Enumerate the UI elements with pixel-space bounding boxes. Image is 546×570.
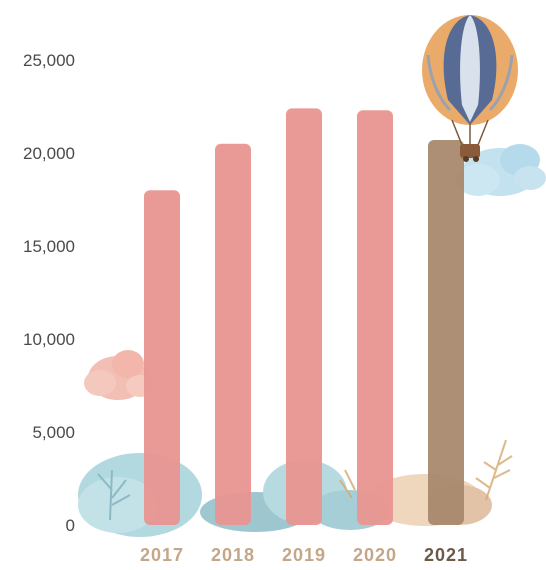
y-tick-label: 25,000: [23, 51, 75, 70]
bar-2017: [144, 190, 180, 525]
bar-2020: [357, 110, 393, 525]
y-axis: 0 5,000 10,000 15,000 20,000 25,000: [23, 51, 75, 535]
y-tick-label: 0: [66, 516, 75, 535]
y-tick-label: 5,000: [32, 423, 75, 442]
y-tick-label: 10,000: [23, 330, 75, 349]
x-tick-label: 2021: [424, 545, 468, 565]
cloud-icon: [456, 144, 546, 196]
cloud-icon: [84, 350, 154, 400]
bar-2021: [428, 139, 464, 526]
x-tick-label: 2020: [353, 545, 397, 565]
x-tick-label: 2017: [140, 545, 184, 565]
x-tick-label: 2019: [282, 545, 326, 565]
x-axis: 2017 2018 2019 2020 2021: [140, 545, 468, 565]
y-tick-label: 15,000: [23, 237, 75, 256]
bars: [144, 108, 464, 526]
x-tick-label: 2018: [211, 545, 255, 565]
leaf-icon: [339, 439, 513, 501]
bar-2018: [215, 143, 251, 525]
y-tick-label: 20,000: [23, 144, 75, 163]
tree-icon: [78, 453, 202, 537]
bar-2019: [286, 108, 322, 526]
hot-air-balloon-icon: [422, 15, 518, 162]
